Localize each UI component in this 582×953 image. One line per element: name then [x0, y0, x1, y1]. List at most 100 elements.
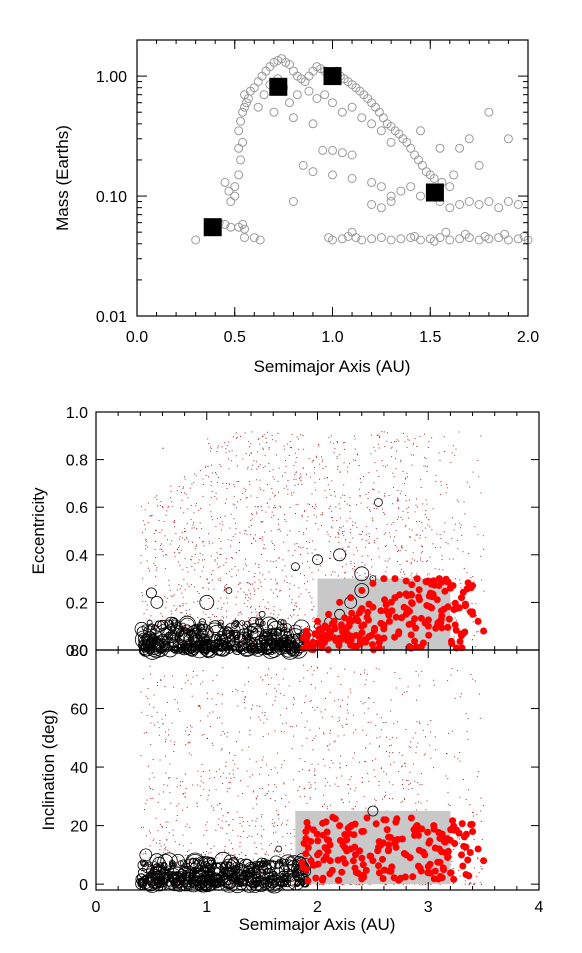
dense-dot — [241, 882, 243, 884]
dense-dot — [341, 775, 343, 777]
dense-dot — [220, 541, 222, 542]
dense-dot — [365, 807, 367, 809]
dense-dot — [370, 453, 372, 455]
embryo-circle — [152, 863, 163, 874]
dense-dot — [362, 729, 364, 731]
red-body — [354, 617, 362, 625]
dense-dot — [277, 825, 278, 826]
dense-dot — [439, 459, 441, 461]
dense-dot — [214, 777, 216, 779]
dense-dot — [278, 614, 280, 616]
dense-dot — [192, 541, 193, 543]
red-body — [447, 637, 455, 645]
mass-point — [464, 197, 474, 206]
dense-dot — [361, 777, 363, 779]
mass-point — [455, 143, 465, 153]
dense-dot — [385, 791, 387, 793]
dense-dot — [311, 597, 313, 599]
dense-dot — [242, 492, 244, 494]
dense-dot — [259, 572, 261, 574]
dense-dot — [293, 835, 295, 837]
dense-dot — [297, 448, 299, 450]
dense-dot — [341, 798, 343, 800]
red-body — [325, 610, 333, 618]
dense-dot — [262, 759, 263, 761]
dense-dot — [424, 514, 426, 515]
y-tick-label: 0.4 — [66, 548, 88, 565]
dense-dot — [210, 555, 212, 557]
dense-dot — [434, 736, 436, 738]
mass-point — [328, 235, 337, 245]
dense-dot — [311, 609, 313, 611]
dense-dot — [290, 833, 292, 834]
dense-dot — [460, 587, 462, 589]
dense-dot — [326, 531, 328, 533]
embryo-circle — [278, 864, 290, 875]
dense-dot — [409, 536, 411, 537]
dense-dot — [408, 528, 410, 530]
dense-dot — [232, 690, 234, 692]
dense-dot — [194, 553, 196, 555]
dense-dot — [402, 510, 404, 512]
dense-dot — [448, 733, 450, 735]
dense-dot — [328, 749, 330, 751]
dense-dot — [186, 823, 188, 825]
dense-dot — [158, 793, 160, 795]
dense-dot — [370, 883, 372, 885]
dense-dot — [234, 566, 236, 568]
mass-point — [376, 233, 386, 243]
dense-dot — [262, 574, 264, 576]
dense-dot — [145, 538, 147, 540]
mass-point — [460, 229, 470, 239]
dense-dot — [329, 489, 331, 491]
dense-dot — [434, 568, 436, 570]
red-body — [302, 850, 310, 858]
dense-dot — [436, 533, 438, 535]
dense-dot — [197, 591, 198, 593]
dense-dot — [175, 632, 177, 634]
dense-dot — [208, 621, 210, 623]
dense-dot — [344, 448, 346, 450]
dense-dot — [350, 776, 352, 778]
embryo-circle — [147, 870, 165, 889]
dense-dot — [424, 456, 426, 458]
dense-dot — [452, 558, 454, 560]
dense-dot — [170, 740, 172, 742]
dense-dot — [262, 756, 264, 758]
dense-dot — [445, 775, 447, 777]
dense-dot — [226, 483, 228, 485]
dense-dot — [408, 439, 410, 441]
dense-dot — [197, 616, 199, 618]
dense-dot — [182, 603, 184, 605]
dense-dot — [165, 554, 167, 556]
dense-dot — [184, 492, 185, 494]
dense-dot — [329, 785, 331, 787]
dense-dot — [194, 473, 196, 475]
red-body — [469, 610, 477, 618]
dense-dot — [291, 748, 293, 750]
dense-dot — [187, 497, 189, 499]
dense-dot — [211, 698, 213, 700]
dense-dot — [293, 828, 295, 830]
dense-dot — [373, 482, 375, 484]
dense-dot — [330, 574, 332, 576]
dense-dot — [340, 557, 342, 559]
dense-dot — [221, 808, 222, 810]
dense-dot — [249, 730, 251, 731]
dense-dot — [360, 482, 362, 483]
dense-dot — [359, 761, 360, 763]
dense-dot — [193, 601, 195, 603]
dense-dot — [309, 883, 311, 885]
dense-dot — [311, 601, 313, 603]
population-dot — [361, 781, 363, 783]
dense-dot — [278, 684, 280, 686]
dense-dot — [260, 506, 262, 507]
dense-dot — [250, 620, 251, 622]
dense-dot — [455, 578, 457, 580]
dense-dot — [396, 439, 398, 441]
dense-dot — [211, 519, 213, 521]
dense-dot — [284, 565, 286, 567]
dense-dot — [212, 807, 214, 809]
embryo-circle — [233, 869, 247, 882]
dense-dot — [295, 883, 297, 885]
